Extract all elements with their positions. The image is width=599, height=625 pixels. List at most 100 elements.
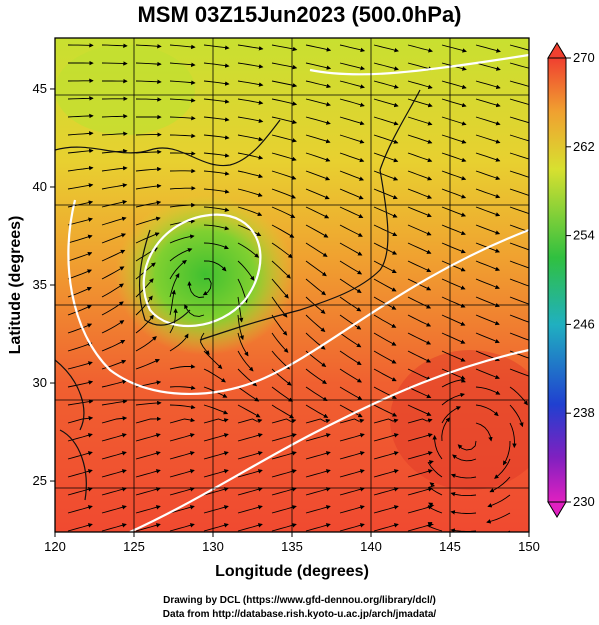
streamline-arrow [169,248,193,262]
streamline-arrow [305,152,331,162]
streamline-arrow [486,512,511,524]
streamline-arrow [509,206,529,215]
streamline-arrow [203,170,230,176]
coastline-japan [199,169,389,341]
streamline-arrow [373,386,397,399]
streamline-arrow [509,242,529,251]
streamline-arrow [135,97,162,102]
streamline-arrow [475,98,501,108]
streamline-arrow [441,134,467,144]
isotherm-262-west [67,199,529,396]
streamline-arrow [509,368,529,377]
streamline-arrow [441,314,466,326]
streamline-arrow [450,528,477,532]
streamline-arrow [237,152,264,160]
streamline-arrow [407,350,432,363]
streamline-arrow [169,234,195,244]
streamline-arrow [203,98,230,104]
streamline-arrow [305,170,331,181]
streamline-arrow [67,416,94,424]
streamline-arrow [428,482,443,496]
streamline-arrow [169,98,196,103]
streamline-arrow [305,44,332,52]
streamline-arrow [339,44,366,53]
northwest-warm-region [55,45,195,135]
streamline-arrow [237,188,263,197]
streamline-arrow [339,152,365,163]
streamline-arrow [373,469,399,478]
streamline-arrow [441,350,466,362]
coastline-hokkaido [379,89,421,171]
credit-data: Data from http://database.rish.kyoto-u.a… [162,609,437,620]
streamline-arrow [67,217,93,226]
streamline-arrow [203,62,230,68]
streamline-arrow [339,386,363,400]
streamline-arrow [407,170,433,181]
streamline-arrow [339,170,364,181]
streamline-arrow [475,44,501,53]
streamline-arrow [305,80,332,89]
streamline-arrow [237,170,264,179]
streamline-arrow [407,80,433,89]
streamline-arrow [135,336,157,352]
streamline-arrow [169,259,187,280]
streamline-arrow [407,404,432,416]
streamline-arrow [67,399,94,406]
streamline-arrow [169,523,195,532]
streamline-arrow [373,260,397,274]
streamline-arrow [305,418,331,424]
streamline-arrow [237,62,264,69]
streamline-arrow [441,44,467,53]
streamline-arrow [373,487,399,496]
streamline-arrow [271,62,298,70]
streamline-arrow [203,44,230,50]
streamline-arrow [441,296,466,308]
wind-streamlines [67,43,529,532]
streamline-arrow [203,116,230,122]
streamline-arrow [271,332,289,353]
streamline-arrow [373,206,398,218]
streamline-arrow [305,469,331,478]
streamline-arrow [203,487,229,496]
streamline-arrow [441,152,467,163]
streamline-arrow [101,183,128,190]
x-axis-title: Longitude (degrees) [215,563,369,580]
streamline-arrow [339,433,365,442]
streamline-arrow [373,505,399,514]
colorbar-label: 254 [573,228,595,243]
streamline-arrow [407,386,432,399]
streamline-arrow [101,199,128,208]
streamline-arrow [237,206,263,217]
streamline-arrow [305,278,326,296]
streamline-arrow [305,523,331,532]
y-tick-label: 35 [33,277,47,292]
streamline-arrow [101,359,127,370]
streamline-arrow [237,433,263,442]
streamline-arrow [373,170,399,181]
streamline-arrow [67,469,93,478]
colorbar-label: 270 [573,50,595,65]
x-tick-label: 120 [44,539,66,554]
streamline-arrow [339,332,362,348]
streamline-arrow [475,224,501,235]
streamline-arrow [203,433,229,442]
streamline-arrow [475,278,500,290]
streamline-arrow [441,242,466,254]
streamline-arrow [373,80,399,89]
y-tick-label: 45 [33,81,47,96]
streamline-arrow [509,116,529,124]
streamline-arrow [169,333,189,352]
streamline-arrow [339,523,365,532]
streamline-arrow [373,418,399,424]
streamline-arrow [305,224,329,238]
streamline-arrow [373,134,399,144]
streamline-arrow [305,98,331,107]
streamline-arrow [407,368,432,381]
streamline-arrow [135,295,153,316]
streamline-arrow [457,440,477,451]
streamline-arrow [475,260,501,271]
streamline-arrow [450,473,477,479]
streamline-arrow [271,404,295,419]
streamline-arrow [407,505,433,514]
